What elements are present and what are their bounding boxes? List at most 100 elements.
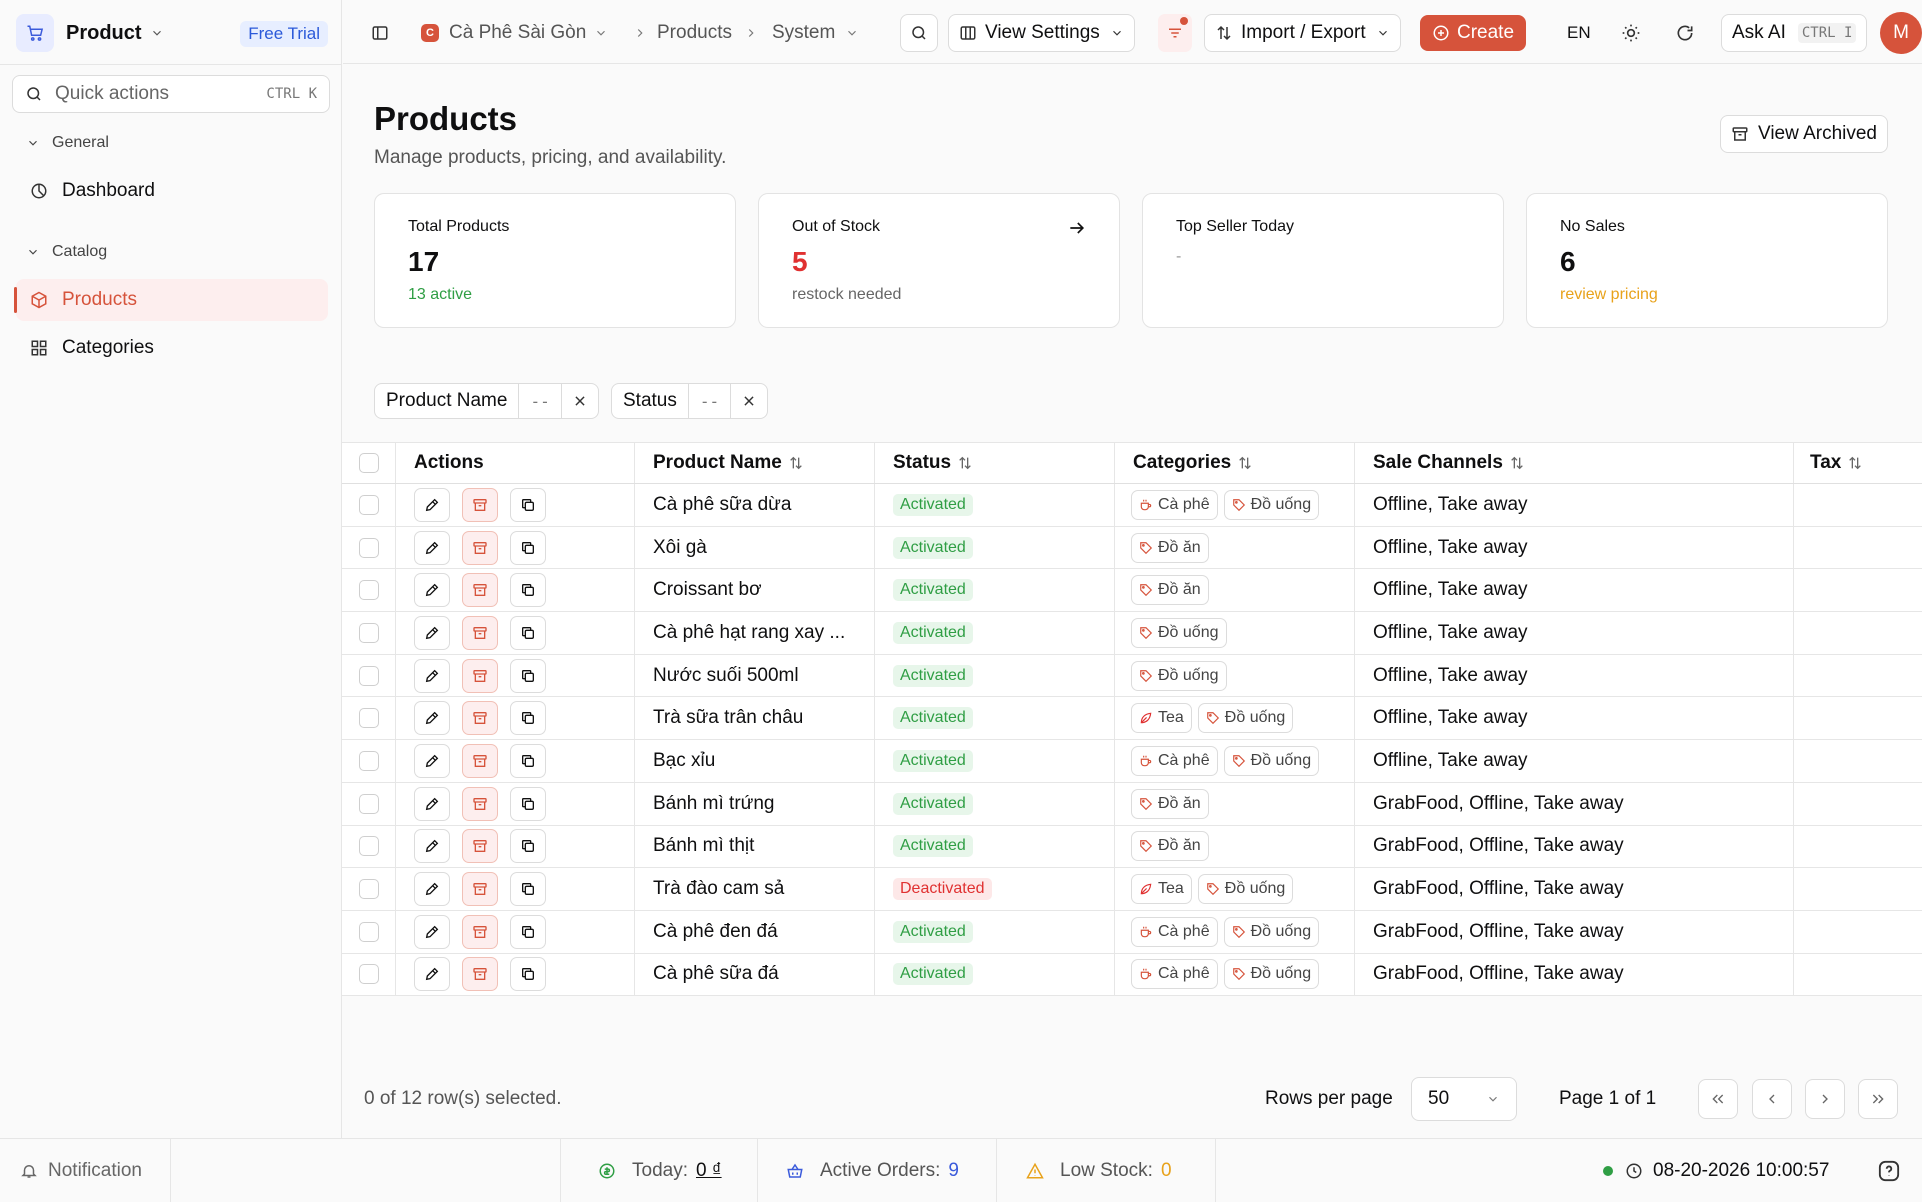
category-tag[interactable]: Đồ uống [1197,703,1294,734]
first-page-button[interactable] [1698,1079,1738,1119]
rows-per-page-select[interactable]: 50 [1411,1077,1517,1121]
row-checkbox[interactable] [358,494,379,515]
table-row[interactable]: Cà phê sữa dừa Activated Cà phê Đồ uống O… [342,484,1922,527]
last-page-button[interactable] [1858,1079,1898,1119]
edit-button[interactable] [414,487,450,522]
notification-button[interactable]: Notification [20,1139,142,1202]
help-button[interactable] [1878,1139,1900,1202]
category-tag[interactable]: Cà phê [1131,959,1218,990]
table-row[interactable]: Trà đào cam sả Deactivated Tea Đồ uống Gr… [342,868,1922,911]
category-tag[interactable]: Cà phê [1131,916,1218,947]
edit-button[interactable] [414,701,450,736]
product-name-cell[interactable]: Nước suối 500ml [634,654,874,697]
row-checkbox[interactable] [358,708,379,729]
row-checkbox[interactable] [358,879,379,900]
breadcrumb-system[interactable]: System [771,22,836,43]
table-row[interactable]: Croissant bơ Activated Đồ ăn Offline, Ta… [342,569,1922,613]
duplicate-button[interactable] [510,872,546,907]
edit-button[interactable] [414,573,450,608]
table-row[interactable]: Cà phê đen đá Activated Cà phê Đồ uống Gr… [342,910,1922,954]
category-tag[interactable]: Tea [1131,703,1192,734]
sidebar-item-dashboard[interactable]: Dashboard [16,170,328,212]
app-switcher[interactable]: Product Free Trial [16,14,328,52]
duplicate-button[interactable] [510,914,546,949]
category-tag[interactable]: Đồ uống [1223,745,1320,776]
row-checkbox[interactable] [358,537,379,558]
duplicate-button[interactable] [510,615,546,650]
select-all-checkbox[interactable] [358,453,379,473]
archive-button[interactable] [462,573,498,608]
category-tag[interactable]: Đồ uống [1197,874,1294,905]
row-checkbox[interactable] [358,665,379,686]
toggle-sidebar-button[interactable] [365,14,395,52]
row-checkbox[interactable] [358,750,379,771]
product-name-cell[interactable]: Cà phê đen đá [634,910,874,953]
archive-button[interactable] [462,487,498,522]
stat-card-out-of-stock[interactable]: Out of Stock 5 restock needed [758,193,1120,328]
category-tag[interactable]: Đồ uống [1131,617,1227,648]
archive-button[interactable] [462,530,498,565]
table-row[interactable]: Bánh mì trứng Activated Đồ ăn GrabFood, … [342,782,1922,826]
category-tag[interactable]: Đồ ăn [1131,532,1209,563]
edit-button[interactable] [414,658,450,693]
row-checkbox[interactable] [358,964,379,985]
table-row[interactable]: Nước suối 500ml Activated Đồ uống Offlin… [342,654,1922,698]
archive-button[interactable] [462,743,498,778]
duplicate-button[interactable] [510,573,546,608]
edit-button[interactable] [414,743,450,778]
archive-button[interactable] [462,701,498,736]
column-header-tax[interactable]: Tax [1793,443,1922,483]
search-button[interactable] [900,14,938,52]
archive-button[interactable] [462,829,498,864]
product-name-cell[interactable]: Croissant bơ [634,569,874,612]
row-checkbox[interactable] [358,622,379,643]
category-tag[interactable]: Cà phê [1131,489,1218,520]
view-settings-button[interactable]: View Settings [948,14,1135,52]
filter-status[interactable]: Status -- [611,383,769,419]
row-checkbox[interactable] [358,793,379,814]
import-export-button[interactable]: Import / Export [1204,14,1401,52]
duplicate-button[interactable] [510,658,546,693]
filter-value[interactable]: -- [518,384,560,418]
duplicate-button[interactable] [510,743,546,778]
column-header-product-name[interactable]: Product Name [634,443,874,483]
category-tag[interactable]: Đồ uống [1223,489,1320,520]
product-name-cell[interactable]: Trà sữa trân châu [634,697,874,740]
duplicate-button[interactable] [510,530,546,565]
clear-filter-button[interactable] [730,384,767,418]
previous-page-button[interactable] [1752,1079,1792,1119]
table-row[interactable]: Cà phê sữa đá Activated Cà phê Đồ uống Gr… [342,953,1922,997]
category-tag[interactable]: Đồ uống [1223,959,1320,990]
edit-button[interactable] [414,957,450,992]
filter-product-name[interactable]: Product Name -- [374,383,599,419]
category-tag[interactable]: Đồ ăn [1131,831,1209,862]
column-header-sale-channels[interactable]: Sale Channels [1354,443,1793,483]
archive-button[interactable] [462,615,498,650]
table-row[interactable]: Xôi gà Activated Đồ ăn Offline, Take awa… [342,526,1922,570]
row-checkbox[interactable] [358,580,379,601]
breadcrumb-products[interactable]: Products [657,22,732,43]
refresh-button[interactable] [1675,14,1695,52]
duplicate-button[interactable] [510,957,546,992]
archive-button[interactable] [462,786,498,821]
archive-button[interactable] [462,872,498,907]
table-row[interactable]: Cà phê hạt rang xay ... Activated Đồ uốn… [342,612,1922,655]
avatar[interactable]: M [1880,12,1922,54]
archive-button[interactable] [462,658,498,693]
ask-ai-button[interactable]: Ask AI CTRL I [1721,14,1868,52]
clear-filter-button[interactable] [560,384,598,418]
row-checkbox[interactable] [358,836,379,857]
duplicate-button[interactable] [510,786,546,821]
archive-button[interactable] [462,914,498,949]
edit-button[interactable] [414,786,450,821]
sidebar-group-general[interactable]: General [26,134,109,152]
shop-switcher[interactable]: C Cà Phê Sài Gòn [421,14,608,52]
next-page-button[interactable] [1805,1079,1845,1119]
edit-button[interactable] [414,914,450,949]
row-checkbox[interactable] [358,921,379,942]
category-tag[interactable]: Đồ ăn [1131,788,1209,819]
edit-button[interactable] [414,872,450,907]
sidebar-group-catalog[interactable]: Catalog [26,243,107,261]
product-name-cell[interactable]: Cà phê hạt rang xay ... [634,612,874,654]
duplicate-button[interactable] [510,829,546,864]
